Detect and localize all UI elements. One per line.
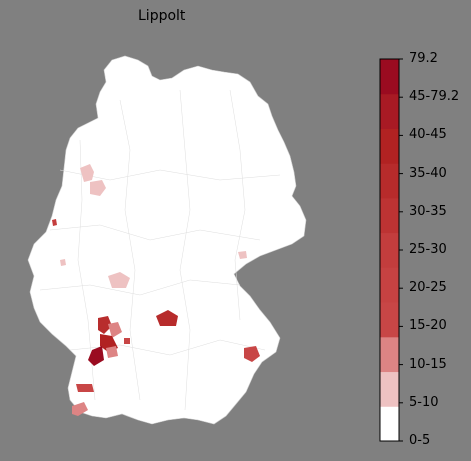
district-region: [88, 346, 104, 366]
colorbar-tick-label: 10-15: [409, 356, 447, 372]
district-region: [72, 402, 88, 416]
map-title: Lippolt: [138, 8, 186, 24]
highlighted-districts: [52, 164, 260, 416]
district-region: [108, 272, 130, 288]
colorbar-band: [380, 59, 399, 95]
colorbar-band: [380, 128, 399, 164]
colorbar-band: [380, 93, 399, 129]
district-region: [238, 251, 247, 259]
colorbar-tick-label: 35-40: [409, 165, 447, 181]
district-boundaries: [39, 89, 281, 411]
colorbar-band: [380, 406, 399, 442]
district-region: [244, 346, 260, 362]
district-region: [80, 164, 94, 182]
colorbar-band: [380, 197, 399, 234]
colorbar-tick-label: 5-10: [409, 394, 439, 410]
district-region: [60, 259, 66, 266]
district-region: [76, 384, 94, 392]
colorbar-tick-label: 0-5: [409, 433, 431, 448]
colorbar-band: [380, 302, 399, 338]
germany-outline: [27, 55, 307, 425]
colorbar-tick-label: 15-20: [409, 318, 447, 334]
colorbar-band: [380, 267, 399, 303]
colorbar-band: [380, 336, 399, 373]
colorbar-band: [380, 371, 399, 407]
district-region: [106, 346, 118, 358]
colorbar-tick-label: 79.2: [409, 51, 438, 66]
district-region: [156, 310, 178, 326]
colorbar-tick-label: 30-35: [409, 203, 447, 219]
district-region: [90, 180, 106, 196]
colorbar-tick-label: 25-30: [409, 242, 447, 257]
district-region: [52, 219, 57, 226]
district-region: [108, 322, 122, 338]
district-region: [124, 338, 130, 344]
colorbar-tick-label: 40-45: [409, 127, 447, 143]
colorbar-band: [380, 232, 399, 268]
colorbar: [379, 58, 403, 442]
district-region: [98, 316, 112, 334]
colorbar-tick-label: 20-25: [409, 280, 447, 296]
colorbar-tick-label: 45-79.2: [409, 89, 460, 105]
colorbar-band: [380, 163, 399, 199]
